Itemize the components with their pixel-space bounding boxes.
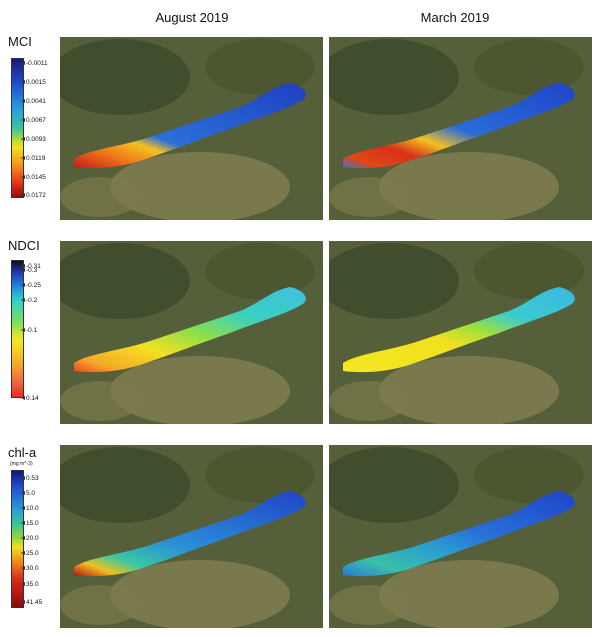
ndci-tick: -0.31: [21, 263, 41, 270]
column-title-march: March 2019: [420, 10, 490, 25]
column-title-august: August 2019: [155, 10, 229, 25]
mci-tick: 0.0145: [21, 174, 46, 181]
mci-tick: -0.0011: [21, 60, 48, 67]
chla-tick: 15.0: [21, 520, 39, 527]
chla-tick: 41.45: [20, 599, 43, 606]
ndci-tick: 0.14: [21, 395, 39, 402]
map-ndci-august: [60, 241, 323, 424]
ndci-tick: -0.1: [20, 327, 38, 334]
map-ndci-march: [329, 241, 592, 424]
row-label-ndci: NDCI: [8, 238, 40, 253]
map-chla-august: [60, 445, 323, 628]
ndci-tick: -0.2: [20, 297, 38, 304]
map-mci-march: [329, 37, 592, 220]
mci-tick: 0.0093: [21, 136, 46, 143]
map-mci-august: [60, 37, 323, 220]
chla-tick: 25.0: [21, 550, 39, 557]
ndci-tick: -0.3: [20, 267, 38, 274]
mci-tick: 0.0041: [21, 98, 46, 105]
chla-tick: 35.0: [21, 581, 39, 588]
chla-tick: 20.0: [21, 535, 39, 542]
mci-tick: 0.0067: [21, 117, 46, 124]
chla-unit-label: (mg m^-3): [10, 461, 33, 467]
ndci-tick: -0.25: [21, 282, 41, 289]
chla-tick: 0.53: [21, 475, 39, 482]
chla-tick: 10.0: [21, 505, 39, 512]
map-chla-march: [329, 445, 592, 628]
row-label-chla: chl-a: [8, 445, 37, 460]
chla-tick: 30.0: [21, 565, 39, 572]
mci-colorbar: [11, 58, 24, 198]
mci-tick: 0.0119: [20, 155, 46, 162]
row-label-mci: MCI: [8, 34, 32, 49]
chla-tick: 5.0: [20, 490, 36, 497]
mci-tick: 0.0015: [21, 79, 46, 86]
mci-tick: 0.0172: [21, 192, 46, 199]
